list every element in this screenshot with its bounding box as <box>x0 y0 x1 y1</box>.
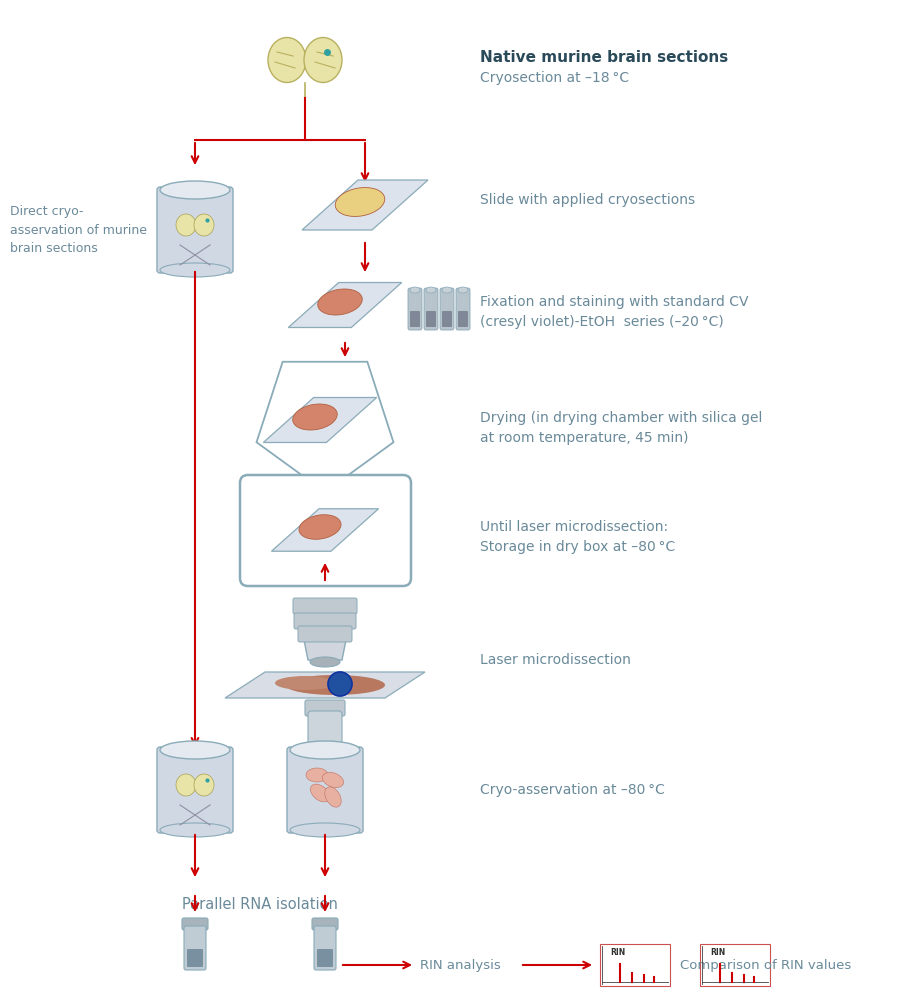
Circle shape <box>328 672 352 696</box>
Polygon shape <box>256 362 393 492</box>
FancyBboxPatch shape <box>424 288 438 330</box>
FancyBboxPatch shape <box>426 311 436 327</box>
FancyBboxPatch shape <box>298 626 352 642</box>
Ellipse shape <box>194 214 214 236</box>
FancyBboxPatch shape <box>456 288 470 330</box>
Ellipse shape <box>336 188 384 216</box>
Text: Laser microdissection: Laser microdissection <box>480 653 631 667</box>
FancyBboxPatch shape <box>187 949 203 967</box>
Text: Parallel RNA isolation: Parallel RNA isolation <box>182 897 338 912</box>
Ellipse shape <box>410 287 420 293</box>
Ellipse shape <box>304 37 342 83</box>
FancyBboxPatch shape <box>182 918 208 930</box>
Ellipse shape <box>325 787 341 807</box>
Text: RIN: RIN <box>710 948 725 957</box>
Ellipse shape <box>194 774 214 796</box>
FancyBboxPatch shape <box>305 700 345 716</box>
Ellipse shape <box>160 823 230 837</box>
Text: RIN analysis: RIN analysis <box>420 958 500 972</box>
Ellipse shape <box>306 768 328 782</box>
Polygon shape <box>297 605 353 660</box>
FancyBboxPatch shape <box>442 311 452 327</box>
FancyBboxPatch shape <box>240 475 411 586</box>
FancyBboxPatch shape <box>600 944 670 986</box>
Polygon shape <box>264 397 377 442</box>
FancyBboxPatch shape <box>293 598 357 614</box>
Polygon shape <box>302 180 428 230</box>
Text: Native murine brain sections: Native murine brain sections <box>480 50 728 66</box>
Text: RIN: RIN <box>610 948 626 957</box>
Text: (cresyl violet)-EtOH  series (–20 °C): (cresyl violet)-EtOH series (–20 °C) <box>480 315 724 329</box>
Ellipse shape <box>268 37 306 83</box>
FancyBboxPatch shape <box>308 711 342 749</box>
FancyBboxPatch shape <box>314 926 336 970</box>
Ellipse shape <box>310 784 329 802</box>
Ellipse shape <box>292 404 338 430</box>
Ellipse shape <box>290 823 360 837</box>
FancyBboxPatch shape <box>294 613 356 629</box>
FancyBboxPatch shape <box>312 918 338 930</box>
Polygon shape <box>272 509 379 551</box>
Text: Storage in dry box at –80 °C: Storage in dry box at –80 °C <box>480 540 675 554</box>
Text: Cryosection at –18 °C: Cryosection at –18 °C <box>480 71 629 85</box>
FancyBboxPatch shape <box>184 926 206 970</box>
FancyBboxPatch shape <box>700 944 770 986</box>
Text: Slide with applied cryosections: Slide with applied cryosections <box>480 193 695 207</box>
Text: Comparison of RIN values: Comparison of RIN values <box>680 958 851 972</box>
Ellipse shape <box>176 774 196 796</box>
Text: Until laser microdissection:: Until laser microdissection: <box>480 520 668 534</box>
Ellipse shape <box>318 289 363 315</box>
FancyBboxPatch shape <box>157 187 233 273</box>
FancyBboxPatch shape <box>317 949 333 967</box>
Text: at room temperature, 45 min): at room temperature, 45 min) <box>480 431 688 445</box>
Polygon shape <box>225 672 425 698</box>
FancyBboxPatch shape <box>287 747 363 833</box>
Ellipse shape <box>160 181 230 199</box>
Polygon shape <box>288 282 401 328</box>
Text: Drying (in drying chamber with silica gel: Drying (in drying chamber with silica ge… <box>480 411 762 425</box>
Ellipse shape <box>160 263 230 277</box>
FancyBboxPatch shape <box>458 311 468 327</box>
Ellipse shape <box>322 772 344 788</box>
Ellipse shape <box>426 287 436 293</box>
Text: Direct cryo-
asservation of murine
brain sections: Direct cryo- asservation of murine brain… <box>10 206 147 254</box>
Ellipse shape <box>310 657 340 667</box>
Ellipse shape <box>442 287 452 293</box>
Ellipse shape <box>458 287 468 293</box>
FancyBboxPatch shape <box>408 288 422 330</box>
Ellipse shape <box>176 214 196 236</box>
Ellipse shape <box>275 676 335 690</box>
FancyBboxPatch shape <box>157 747 233 833</box>
FancyBboxPatch shape <box>440 288 454 330</box>
Ellipse shape <box>290 741 360 759</box>
Ellipse shape <box>299 515 341 539</box>
Ellipse shape <box>285 675 385 695</box>
Text: Cryo-asservation at –80 °C: Cryo-asservation at –80 °C <box>480 783 665 797</box>
FancyBboxPatch shape <box>410 311 420 327</box>
Text: Fixation and staining with standard CV: Fixation and staining with standard CV <box>480 295 749 309</box>
Ellipse shape <box>160 741 230 759</box>
